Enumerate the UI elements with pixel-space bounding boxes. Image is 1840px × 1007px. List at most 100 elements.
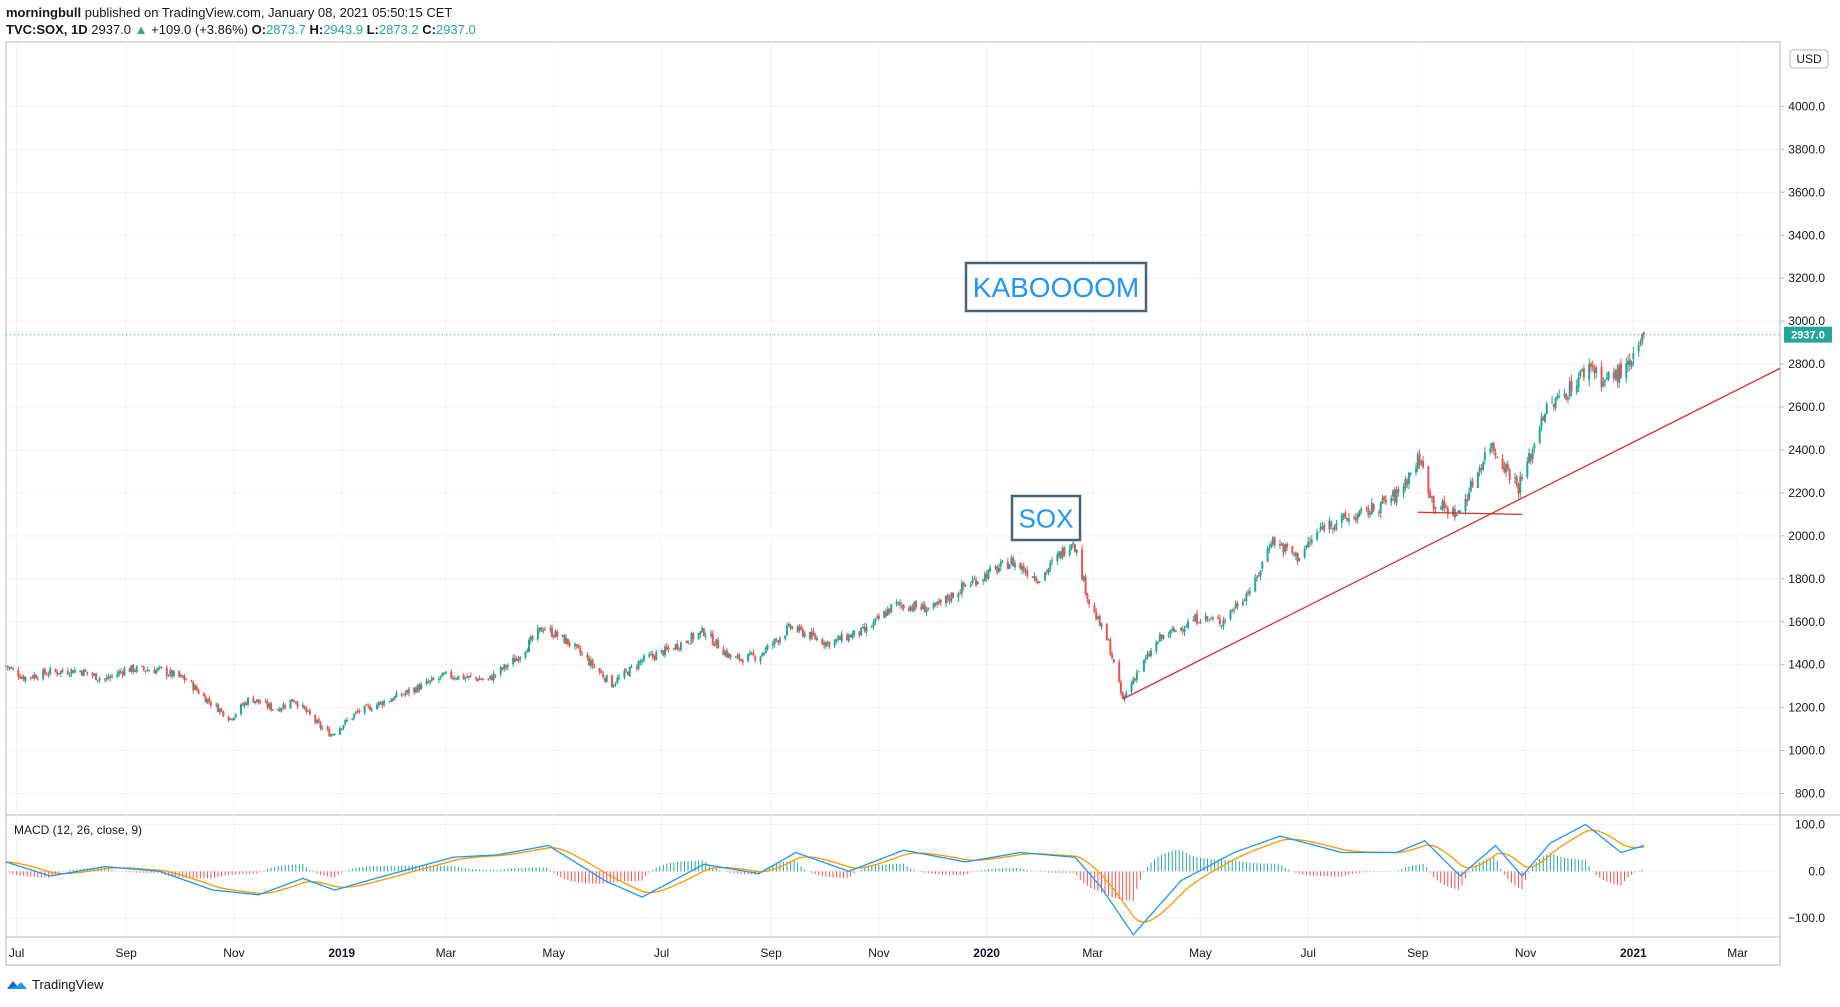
- candle-body: [487, 678, 489, 679]
- y-tick-label: 2600.0: [1788, 400, 1825, 414]
- candle-body: [678, 648, 680, 649]
- author-name[interactable]: morningbull: [6, 5, 81, 20]
- candle-body: [468, 676, 470, 677]
- candle-body: [1629, 360, 1631, 365]
- candle-body: [616, 678, 618, 683]
- candle-body: [984, 574, 986, 581]
- candle-body: [130, 665, 132, 672]
- candle-body: [1274, 537, 1276, 545]
- candle-body: [44, 669, 46, 674]
- candle-body: [1120, 682, 1122, 693]
- candle-body: [1247, 592, 1249, 593]
- y-tick-label: 3800.0: [1788, 142, 1825, 156]
- candle-body: [1355, 518, 1357, 520]
- candle-body: [433, 679, 435, 680]
- tradingview-brand[interactable]: TradingView: [6, 975, 104, 993]
- candle-body: [1555, 399, 1557, 409]
- candle-body: [989, 567, 991, 571]
- candle-body: [295, 701, 297, 703]
- candle-body: [1442, 501, 1444, 509]
- candle-body: [86, 672, 88, 674]
- candle-body: [1358, 511, 1360, 516]
- candle-body: [1237, 603, 1239, 607]
- candle-body: [846, 634, 848, 640]
- candle-body: [464, 678, 466, 679]
- candle-body: [896, 602, 898, 605]
- candle-body: [1221, 625, 1223, 626]
- candle-body: [1184, 629, 1186, 632]
- close-label: C:: [422, 22, 436, 37]
- candle-body: [10, 668, 12, 669]
- candle-body: [330, 735, 332, 737]
- candle-body: [1443, 500, 1445, 508]
- candle-body: [233, 718, 235, 720]
- candle-body: [530, 637, 532, 640]
- candle-body: [1569, 382, 1571, 396]
- x-tick-label: Mar: [1082, 946, 1103, 960]
- annotation-text: SOX: [1019, 503, 1074, 533]
- candle-body: [1417, 455, 1419, 469]
- candle-body: [182, 675, 184, 677]
- last-price-badge-label: 2937.0: [1791, 330, 1825, 342]
- candle-body: [532, 636, 534, 639]
- candle-body: [355, 712, 357, 713]
- candle-body: [790, 625, 792, 628]
- candle-body: [1336, 524, 1338, 526]
- candle-body: [862, 627, 864, 628]
- candle-body: [761, 654, 763, 656]
- candle-body: [231, 719, 233, 720]
- candle-body: [1049, 562, 1051, 568]
- candle-body: [208, 698, 210, 701]
- candle-body: [774, 639, 776, 644]
- candle-body: [772, 644, 774, 646]
- candle-body: [936, 602, 938, 604]
- candle-body: [873, 622, 875, 626]
- candle-body: [1023, 566, 1025, 572]
- candle-body: [1012, 557, 1014, 566]
- candle-body: [542, 630, 544, 631]
- candle-body: [1452, 507, 1454, 515]
- candle-body: [318, 719, 320, 723]
- x-tick-label: Mar: [1727, 946, 1748, 960]
- candle-body: [173, 671, 175, 676]
- candle-body: [256, 699, 258, 701]
- candle-body: [926, 610, 928, 613]
- candle-body: [1198, 623, 1200, 624]
- candle-body: [1493, 443, 1495, 452]
- y-tick-label: 3000.0: [1788, 314, 1825, 328]
- candle-body: [1334, 526, 1336, 530]
- candle-body: [72, 670, 74, 673]
- y-tick-label: 2400.0: [1788, 443, 1825, 457]
- candle-body: [835, 639, 837, 641]
- candle-body: [491, 676, 493, 680]
- candle-body: [1420, 461, 1422, 463]
- candle-body: [502, 668, 504, 670]
- candle-body: [503, 664, 505, 669]
- candle-body: [1085, 576, 1087, 594]
- candle-body: [701, 628, 703, 632]
- candle-body: [1108, 640, 1110, 641]
- candle-body: [549, 628, 551, 629]
- candle-body: [1217, 617, 1219, 618]
- candle-body: [1639, 343, 1641, 344]
- candle-body: [1168, 636, 1170, 637]
- candle-body: [1343, 514, 1345, 517]
- candle-body: [321, 728, 323, 729]
- candle-body: [1521, 477, 1523, 479]
- candle-body: [49, 668, 51, 673]
- candle-body: [1503, 467, 1505, 472]
- candle-body: [1143, 660, 1145, 671]
- candle-body: [1445, 506, 1447, 507]
- change-arrow-icon: ▲: [135, 22, 148, 37]
- candle-body: [1291, 546, 1293, 553]
- candle-body: [1161, 634, 1163, 638]
- candle-body: [897, 602, 899, 603]
- y-tick-label: 1200.0: [1788, 701, 1825, 715]
- candle-body: [1021, 566, 1023, 570]
- candle-body: [812, 631, 814, 635]
- candle-body: [728, 654, 730, 658]
- candle-body: [1415, 468, 1417, 472]
- candle-body: [1519, 476, 1521, 493]
